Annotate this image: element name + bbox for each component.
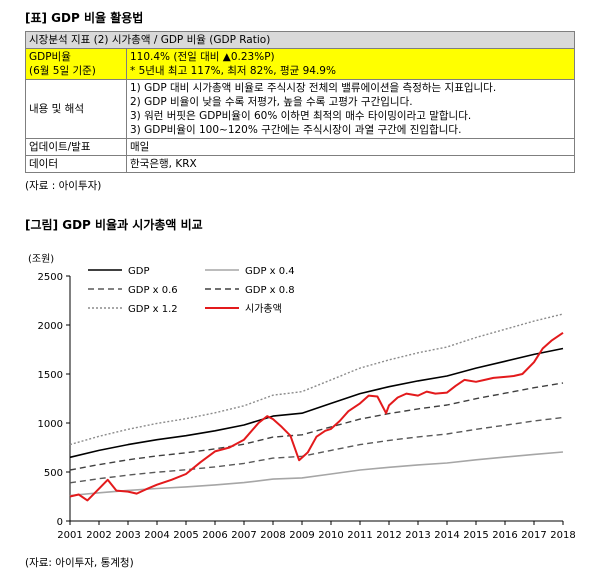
- datasource-row: 데이터 한국은행, KRX: [25, 155, 575, 173]
- legend-label: GDP x 0.8: [245, 285, 295, 296]
- x-tick-label: 2016: [492, 530, 517, 541]
- chart-legend: GDP GDP x 0.4 GDP x 0.6 GDP x 0.8 GDP x 1.2 시…: [88, 266, 295, 315]
- series-line: [69, 331, 564, 502]
- legend-label: GDP x 0.4: [245, 266, 295, 277]
- content-line-2: 2) GDP 비율이 낮을 수록 저평가, 높을 수록 고평가 구간입니다.: [130, 96, 413, 108]
- x-tick-label: 2014: [434, 530, 459, 541]
- x-tick-label: 2012: [376, 530, 401, 541]
- content-line-4: 3) GDP비율이 100~120% 구간에는 주식시장이 과열 구간에 진입합…: [130, 124, 462, 136]
- y-tick-label: 500: [44, 468, 63, 479]
- legend-label: GDP: [128, 266, 149, 277]
- x-tick-label: 2009: [289, 530, 314, 541]
- x-tick-label: 2015: [463, 530, 488, 541]
- legend-label: GDP x 0.6: [128, 285, 178, 296]
- content-line-3: 3) 워런 버핏은 GDP비율이 60% 이하면 최적의 매수 타이밍이라고 말…: [130, 110, 472, 122]
- x-tick-label: 2008: [260, 530, 285, 541]
- y-tick-label: 1000: [38, 419, 63, 430]
- x-tick-label: 2011: [347, 530, 372, 541]
- datasource-label: 데이터: [25, 155, 127, 173]
- series-line: [69, 347, 564, 459]
- datasource-value: 한국은행, KRX: [126, 155, 575, 173]
- x-tick-label: 2005: [173, 530, 198, 541]
- x-tick-label: 2010: [318, 530, 343, 541]
- x-tick-label: 2013: [405, 530, 430, 541]
- gdp-ratio-label-line1: GDP비율: [29, 51, 71, 63]
- x-tick-label: 2001: [57, 530, 82, 541]
- y-tick-label: 1500: [38, 370, 63, 381]
- y-axis-unit-label: (조원): [28, 253, 54, 265]
- x-tick-label: 2002: [86, 530, 111, 541]
- content-line-1: 1) GDP 대비 시가총액 비율로 주식시장 전체의 밸류에이션을 측정하는 …: [130, 82, 497, 94]
- info-table: 시장분석 지표 (2) 시가총액 / GDP 비율 (GDP Ratio) GD…: [25, 31, 575, 173]
- gdp-ratio-label: GDP비율 (6월 5일 기준): [25, 48, 127, 80]
- y-tick-label: 2500: [38, 272, 63, 283]
- content-row: 내용 및 해석 1) GDP 대비 시가총액 비율로 주식시장 전체의 밸류에이…: [25, 79, 575, 139]
- x-tick-label: 2007: [231, 530, 256, 541]
- x-tick-label: 2004: [144, 530, 169, 541]
- content-value: 1) GDP 대비 시가총액 비율로 주식시장 전체의 밸류에이션을 측정하는 …: [126, 79, 575, 139]
- series-line: [69, 382, 564, 471]
- table-title: [표] GDP 비율 활용법: [25, 11, 144, 25]
- table-header-cell: 시장분석 지표 (2) 시가총액 / GDP 비율 (GDP Ratio): [25, 31, 575, 49]
- y-tick-label: 2000: [38, 321, 63, 332]
- gdp-ratio-value-line2: * 5년내 최고 117%, 최저 82%, 평균 94.9%: [130, 65, 336, 77]
- highlight-row: GDP비율 (6월 5일 기준) 110.4% (전일 대비 ▲0.23%P) …: [25, 48, 575, 80]
- gdp-ratio-value: 110.4% (전일 대비 ▲0.23%P) * 5년내 최고 117%, 최저…: [126, 48, 575, 80]
- series-line: [69, 416, 564, 484]
- legend-label: 시가총액: [245, 303, 282, 315]
- chart-axes: 0 500 1000 1500 2000 2500 (조원) 2001 2002 2003 2004…: [28, 253, 576, 541]
- x-tick-label: 2018: [550, 530, 575, 541]
- gdp-ratio-label-line2: (6월 5일 기준): [29, 65, 96, 77]
- chart-series: [69, 313, 564, 502]
- y-tick-label: 0: [57, 517, 63, 528]
- x-tick-label: 2003: [115, 530, 140, 541]
- legend-label: GDP x 1.2: [128, 304, 178, 315]
- gdp-ratio-value-line1: 110.4% (전일 대비 ▲0.23%P): [130, 51, 275, 63]
- chart-source: (자료: 아이투자, 통계청): [25, 557, 134, 569]
- chart-title: [그림] GDP 비율과 시가총액 비교: [25, 218, 203, 232]
- series-line: [69, 313, 564, 446]
- x-tick-label: 2017: [521, 530, 546, 541]
- update-row: 업데이트/발표 매일: [25, 138, 575, 156]
- x-tick-label: 2006: [202, 530, 227, 541]
- table-header-row: 시장분석 지표 (2) 시가총액 / GDP 비율 (GDP Ratio): [25, 31, 575, 49]
- table-source: (자료 : 아이투자): [25, 180, 102, 192]
- series-line: [69, 451, 564, 497]
